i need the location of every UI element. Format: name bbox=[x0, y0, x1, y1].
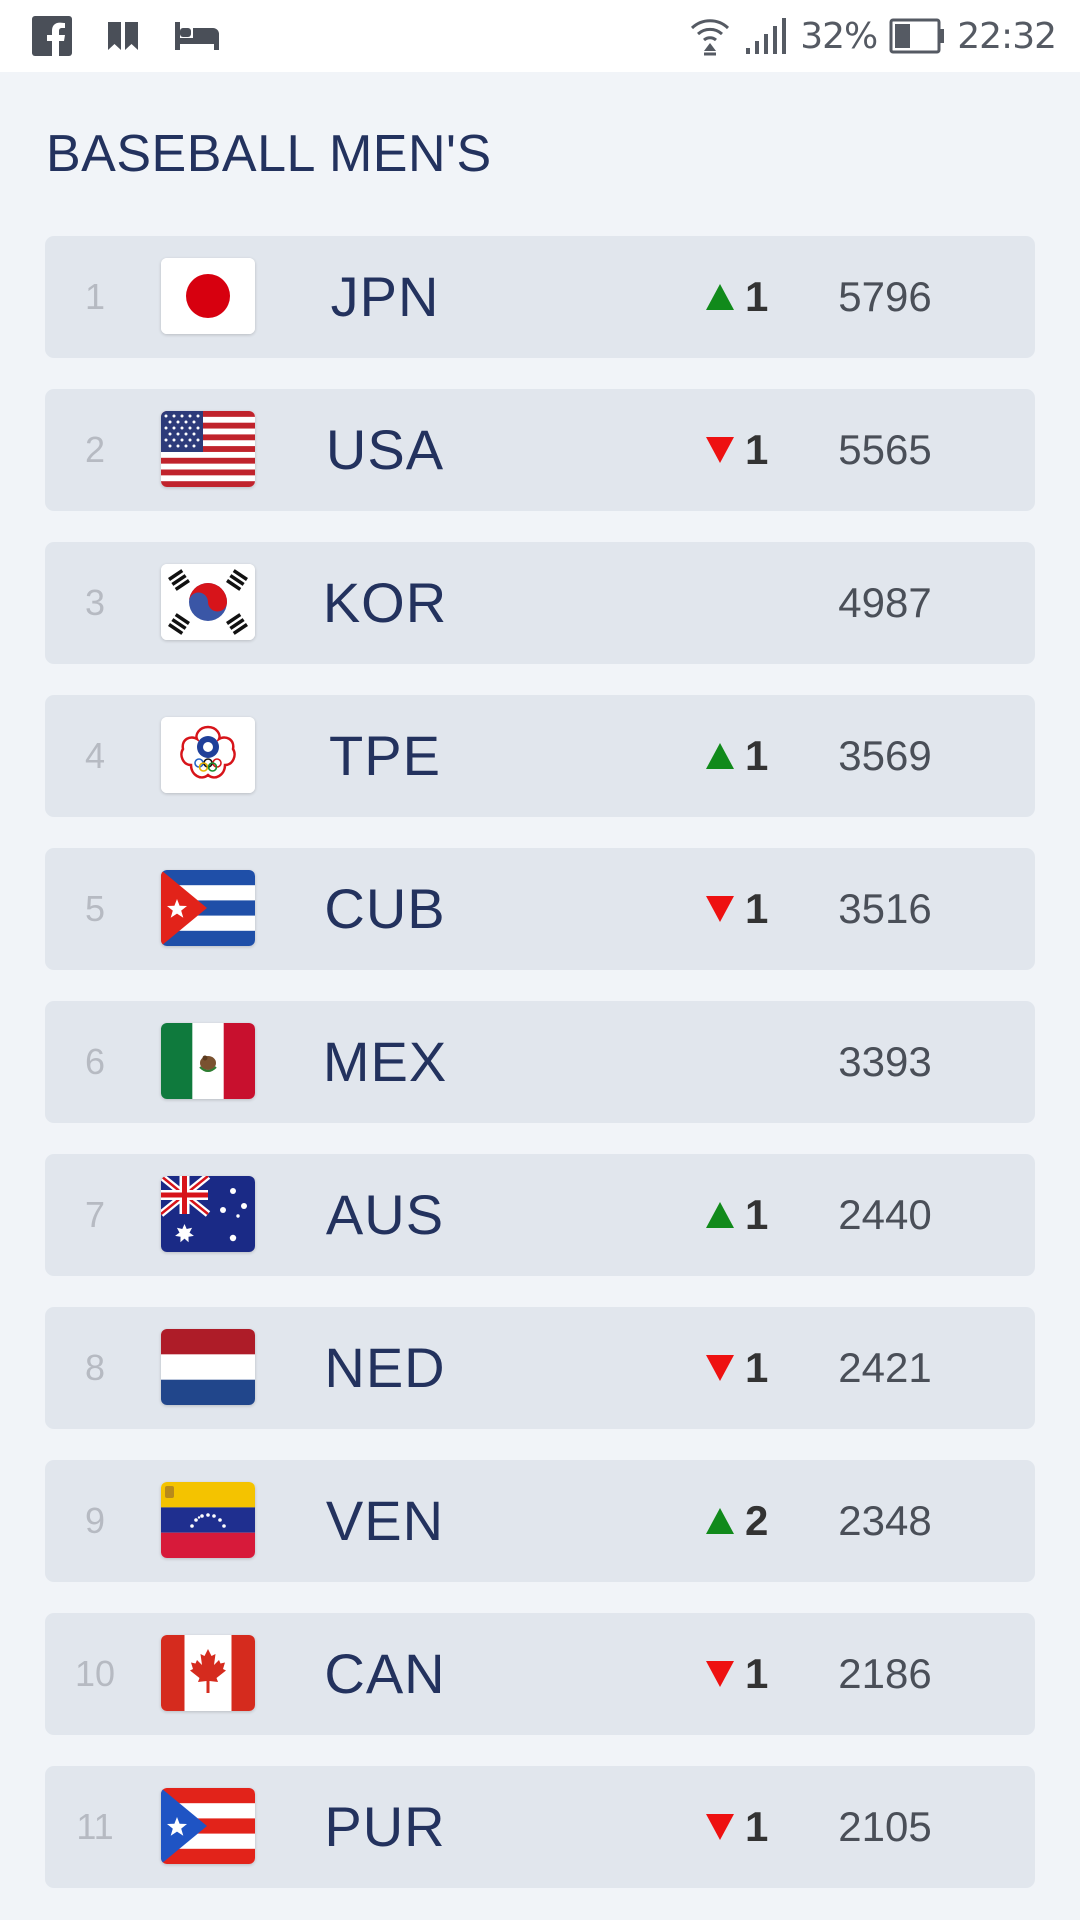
country-code: CUB bbox=[324, 877, 446, 940]
country-code: PUR bbox=[324, 1795, 446, 1858]
rank-number: 8 bbox=[84, 1347, 106, 1388]
bed-icon bbox=[175, 22, 219, 50]
notification-icons bbox=[32, 16, 220, 56]
system-status: 32% 22:32 bbox=[688, 14, 1057, 58]
rank-change-value: 1 bbox=[745, 732, 769, 779]
canada-flag-icon bbox=[161, 1635, 255, 1711]
ranking-points: 5565 bbox=[838, 426, 932, 473]
cuba-flag-icon bbox=[161, 870, 255, 946]
battery-icon bbox=[889, 18, 945, 54]
ranking-points: 2105 bbox=[838, 1803, 932, 1850]
ranking-points: 2186 bbox=[838, 1650, 932, 1697]
rank-number: 1 bbox=[84, 276, 106, 317]
ranking-row[interactable]: 10 CAN 1 2186 bbox=[45, 1613, 1035, 1735]
rank-number: 3 bbox=[84, 582, 106, 623]
rank-change: 1 bbox=[705, 1766, 815, 1888]
ranking-points: 3516 bbox=[838, 885, 932, 932]
rank-change-value: 1 bbox=[745, 426, 769, 473]
ranking-row[interactable]: 5 CUB 1 3516 bbox=[45, 848, 1035, 970]
rank-change: 1 bbox=[705, 695, 815, 817]
chinese-taipei-flag-icon bbox=[161, 717, 255, 793]
venezuela-flag-icon bbox=[161, 1482, 255, 1558]
ranking-points: 3569 bbox=[838, 732, 932, 779]
page-title: BASEBALL MEN'S bbox=[46, 125, 492, 183]
rank-change: 1 bbox=[705, 1613, 815, 1735]
ranking-row[interactable]: 9 VEN 2 2348 bbox=[45, 1460, 1035, 1582]
rank-change: 2 bbox=[705, 1460, 815, 1582]
country-code: USA bbox=[325, 418, 445, 481]
ranking-list: 1 JPN 1 5796 2 USA 1 5565 3 KOR 4987 4 bbox=[45, 236, 1035, 1919]
rank-number: 4 bbox=[84, 735, 106, 776]
rank-number: 10 bbox=[74, 1653, 116, 1694]
rank-number: 5 bbox=[84, 888, 106, 929]
puerto-rico-flag-icon bbox=[161, 1788, 255, 1864]
signal-icon bbox=[746, 18, 787, 54]
country-code: KOR bbox=[322, 571, 448, 634]
country-code: TPE bbox=[329, 724, 441, 787]
ranking-row[interactable]: 4 TPE 1 3569 bbox=[45, 695, 1035, 817]
arrow-down-icon bbox=[706, 1355, 734, 1381]
rank-change-value: 1 bbox=[745, 1191, 769, 1238]
arrow-up-icon bbox=[706, 1508, 734, 1534]
arrow-up-icon bbox=[706, 743, 734, 769]
rank-change-value: 1 bbox=[745, 885, 769, 932]
rank-change: 1 bbox=[705, 389, 815, 511]
country-code: NED bbox=[324, 1336, 446, 1399]
arrow-up-icon bbox=[706, 284, 734, 310]
bookmark-icon bbox=[108, 22, 138, 50]
ranking-points: 5796 bbox=[838, 273, 932, 320]
arrow-down-icon bbox=[706, 437, 734, 463]
rank-change: 1 bbox=[705, 236, 815, 358]
facebook-icon bbox=[32, 16, 72, 56]
rank-number: 7 bbox=[84, 1194, 106, 1235]
rank-change: 1 bbox=[705, 848, 815, 970]
ranking-row[interactable]: 6 MEX 3393 bbox=[45, 1001, 1035, 1123]
ranking-points: 2421 bbox=[838, 1344, 932, 1391]
ranking-row[interactable]: 7 AUS 1 2440 bbox=[45, 1154, 1035, 1276]
arrow-down-icon bbox=[706, 1661, 734, 1687]
rank-number: 2 bbox=[84, 429, 106, 470]
rank-change-value: 1 bbox=[745, 1344, 769, 1391]
ranking-points: 2348 bbox=[838, 1497, 932, 1544]
rank-change-value: 1 bbox=[745, 1650, 769, 1697]
rank-number: 6 bbox=[84, 1041, 106, 1082]
rank-change: 1 bbox=[705, 1307, 815, 1429]
ranking-row[interactable]: 1 JPN 1 5796 bbox=[45, 236, 1035, 358]
battery-percent: 32% bbox=[800, 15, 878, 57]
ranking-row[interactable]: 8 NED 1 2421 bbox=[45, 1307, 1035, 1429]
rank-change-value: 1 bbox=[745, 273, 769, 320]
arrow-down-icon bbox=[706, 1814, 734, 1840]
status-bar: 32% 22:32 bbox=[0, 0, 1080, 72]
rank-change: 1 bbox=[705, 1154, 815, 1276]
korea-flag-icon bbox=[161, 564, 255, 640]
ranking-points: 3393 bbox=[838, 1038, 932, 1085]
arrow-down-icon bbox=[706, 896, 734, 922]
netherlands-flag-icon bbox=[161, 1329, 255, 1405]
rank-change-value: 1 bbox=[745, 1803, 769, 1850]
ranking-points: 2440 bbox=[838, 1191, 932, 1238]
country-code: AUS bbox=[325, 1183, 445, 1246]
clock: 22:32 bbox=[957, 15, 1057, 57]
ranking-row[interactable]: 2 USA 1 5565 bbox=[45, 389, 1035, 511]
usa-flag-icon bbox=[161, 411, 255, 487]
country-code: CAN bbox=[324, 1642, 446, 1705]
country-code: MEX bbox=[322, 1030, 448, 1093]
country-code: JPN bbox=[330, 265, 440, 328]
ranking-points: 4987 bbox=[838, 579, 932, 626]
arrow-up-icon bbox=[706, 1202, 734, 1228]
wifi-icon bbox=[691, 19, 730, 56]
rank-change-value: 2 bbox=[745, 1497, 769, 1544]
ranking-row[interactable]: 3 KOR 4987 bbox=[45, 542, 1035, 664]
australia-flag-icon bbox=[161, 1176, 255, 1252]
country-code: VEN bbox=[325, 1489, 445, 1552]
rank-number: 9 bbox=[84, 1500, 106, 1541]
rank-number: 11 bbox=[76, 1806, 114, 1847]
japan-flag-icon bbox=[161, 258, 255, 334]
mexico-flag-icon bbox=[161, 1023, 255, 1099]
ranking-row[interactable]: 11 PUR 1 2105 bbox=[45, 1766, 1035, 1888]
